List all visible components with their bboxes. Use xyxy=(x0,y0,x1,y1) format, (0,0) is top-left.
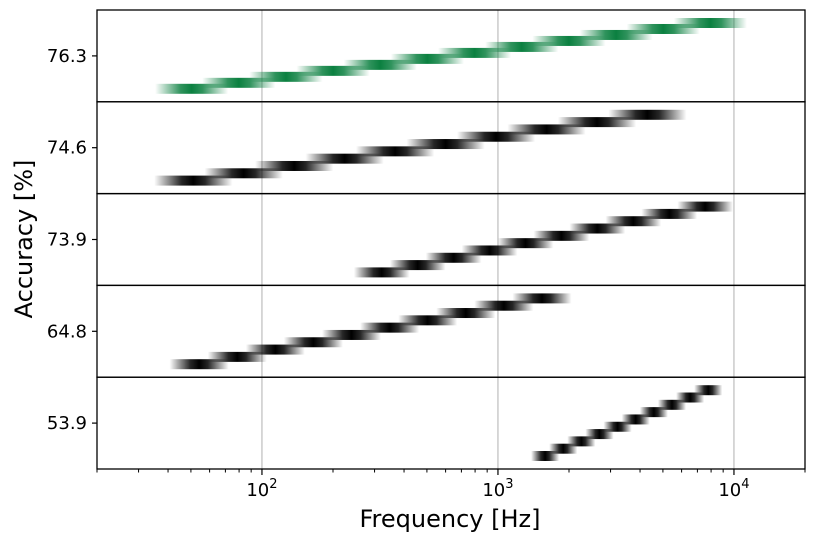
spectral-band xyxy=(585,429,614,440)
band-layer xyxy=(154,18,747,461)
spectral-band xyxy=(343,59,417,70)
y-tick-label: 64.8 xyxy=(47,321,87,342)
spectral-band xyxy=(603,421,632,432)
spectral-band xyxy=(283,337,343,348)
spectral-band xyxy=(204,168,283,179)
spectral-band xyxy=(436,308,496,319)
spectral-band xyxy=(296,65,370,76)
spectral-band xyxy=(390,53,464,64)
spectral-band xyxy=(605,216,662,227)
y-tick-label: 73.9 xyxy=(47,230,87,251)
spectral-band xyxy=(461,245,518,256)
spectral-band xyxy=(202,77,276,88)
spectral-band xyxy=(245,344,305,355)
spectral-band xyxy=(398,315,458,326)
tick-layer: 76.3 74.6 73.9 64.8 53.9 102 103 104 xyxy=(47,46,806,501)
y-axis-label: Accuracy [%] xyxy=(10,160,38,319)
spectral-band xyxy=(532,35,606,46)
spectral-band xyxy=(639,407,668,418)
spectral-band xyxy=(567,436,596,447)
spectral-band xyxy=(608,109,687,120)
spectral-band xyxy=(360,322,420,333)
spectral-band xyxy=(557,117,637,128)
y-tick-label: 74.6 xyxy=(47,138,87,159)
spectral-band xyxy=(249,71,323,82)
spectral-band xyxy=(621,414,650,425)
spectral-band xyxy=(155,83,229,94)
spectral-band xyxy=(438,47,512,58)
y-tick-label: 53.9 xyxy=(47,413,87,434)
spectral-band xyxy=(389,260,446,271)
spectral-band xyxy=(321,329,382,340)
spectral-band xyxy=(356,146,435,157)
spectral-band xyxy=(549,443,578,454)
spectral-band xyxy=(531,451,560,461)
spectral-band xyxy=(676,392,705,403)
spectral-band xyxy=(497,238,554,249)
spectral-band xyxy=(207,351,267,362)
spectral-band xyxy=(512,293,572,304)
spectral-band xyxy=(305,153,384,164)
spectral-band xyxy=(406,139,485,150)
spectral-band xyxy=(456,131,536,142)
spectral-band xyxy=(425,252,482,263)
spectral-band xyxy=(169,359,229,370)
spectral-band xyxy=(255,160,334,171)
spectral-band xyxy=(641,208,698,219)
spectral-band xyxy=(673,18,747,28)
x-tick-label: 103 xyxy=(482,477,513,501)
x-tick-label: 104 xyxy=(718,477,749,501)
spectral-band xyxy=(626,23,700,34)
x-axis-label: Frequency [Hz] xyxy=(360,505,541,533)
spectral-band xyxy=(677,201,734,212)
spectral-band xyxy=(353,267,410,278)
spectral-band xyxy=(533,230,590,241)
spectral-band xyxy=(694,385,723,396)
spectral-band xyxy=(485,41,559,52)
x-tick-label: 102 xyxy=(246,477,277,501)
spectral-band xyxy=(474,300,534,311)
spectral-band xyxy=(507,124,586,135)
y-tick-label: 76.3 xyxy=(47,46,87,67)
spectral-band xyxy=(154,175,233,186)
spectral-band xyxy=(569,223,626,234)
spectral-band xyxy=(657,399,687,410)
spectral-band xyxy=(579,29,653,40)
